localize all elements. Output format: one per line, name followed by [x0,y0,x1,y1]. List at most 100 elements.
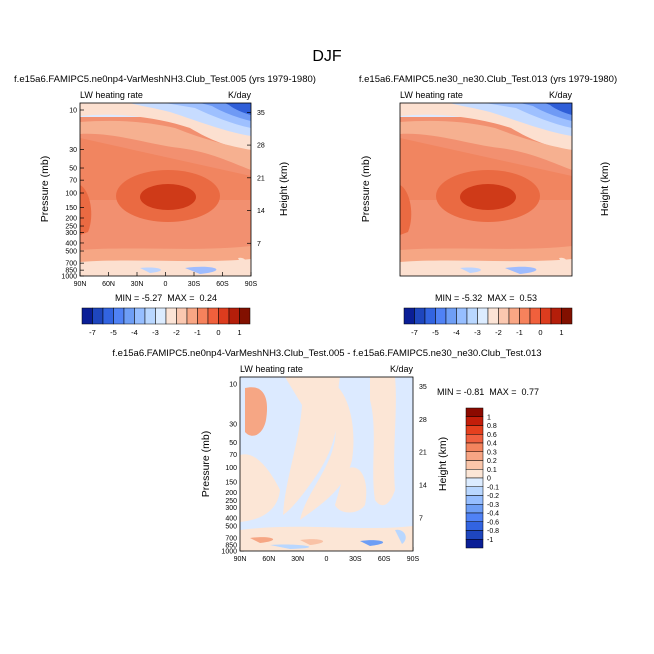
colorbar-label: -7 [411,328,418,337]
colorbar-swatch [465,460,484,470]
x-tick-label: 90S [245,281,258,288]
stats-label: MIN = -0.81 MAX = 0.77 [437,387,539,397]
colorbar-label: -0.1 [487,484,499,491]
colorbar-label: -4 [131,328,138,337]
colorbar-label: -2 [173,328,180,337]
y-tick-label: 1000 [61,274,77,281]
panel-top-left: f.e15a6.FAMIPC5.ne0np4-VarMeshNH3.Club_T… [14,74,316,303]
colorbar-label: -5 [110,328,117,337]
y-tick-label: 70 [69,178,77,185]
colorbar-swatch [81,307,93,325]
colorbar-swatch [239,307,251,325]
colorbar-swatch [465,451,484,461]
colorbar-swatch [465,530,484,540]
colorbar-label: -1 [194,328,201,337]
colorbar-label: -3 [152,328,159,337]
colorbar-swatch [207,307,219,325]
colorbar-swatch [477,307,489,325]
x-tick-label: 30S [188,281,201,288]
colorbar-swatch [228,307,240,325]
colorbar-swatch [197,307,209,325]
colorbar-label: -3 [474,328,481,337]
x-tick-label: 30N [131,281,144,288]
colorbar-swatch [144,307,156,325]
plot-frame [239,376,414,552]
y-tick-label: 70 [229,452,237,459]
colorbar-label: -2 [495,328,502,337]
y-tick-label: 250 [225,498,237,505]
y-tick-label: 30 [69,147,77,154]
x-tick-label: 0 [325,556,329,563]
y-tick-label: 150 [65,205,77,212]
y-axis-label: Pressure (mb) [39,156,51,223]
y-tick-label: 200 [65,215,77,222]
colorbar-swatch [465,539,484,549]
x-tick-label: 90N [74,281,87,288]
colorbar-swatch [165,307,177,325]
y2-tick-label: 28 [419,417,427,424]
colorbar-label: -0.2 [487,493,499,500]
colorbar-swatch [414,307,426,325]
colorbar-swatch [113,307,125,325]
y-tick-label: 30 [229,421,237,428]
colorbar-top-right: -7 -5 -4 -3 -2 -1 0 1 [403,307,573,337]
x-tick-label: 0 [164,281,168,288]
colorbar-label: 0 [216,328,220,337]
colorbar-swatch [465,425,484,435]
panel-title: f.e15a6.FAMIPC5.ne0np4-VarMeshNH3.Club_T… [14,74,316,85]
units-label: K/day [228,90,252,100]
y2-tick-label: 28 [257,143,265,150]
colorbar-swatch [550,307,562,325]
y-tick-label: 200 [225,490,237,497]
colorbar-label: 0.4 [487,441,497,448]
panel-top-right: f.e15a6.FAMIPC5.ne30_ne30.Club_Test.013 … [221,74,617,563]
colorbar-label: -0.4 [487,511,499,518]
colorbar-label: -0.3 [487,502,499,509]
heatmap-field [240,377,413,551]
colorbar-swatch [465,504,484,514]
y-tick-label: 150 [225,480,237,487]
y-tick-label: 400 [225,515,237,522]
colorbar-label: -1 [487,537,493,544]
plot-frame [399,102,573,277]
y2-tick-label: 35 [419,384,427,391]
y2-axis-label: Height (km) [278,162,290,216]
x-tick-label: 90N [234,556,247,563]
colorbar-difference: 1 0.8 0.6 0.40.3 0.2 0.1 0-0.1 -0.2 -0.3 -0.4-0.6… [465,407,499,549]
x-tick-label: 60S [378,556,391,563]
colorbar-top-left: -7 -5 -4 -3 -2 -1 0 1 [81,307,251,337]
colorbar-label: -0.6 [487,519,499,526]
y2-tick-label: 35 [257,110,265,117]
colorbar-label: -7 [89,328,96,337]
colorbar-label: -1 [516,328,523,337]
colorbar-label: -4 [453,328,460,337]
colorbar-label: -5 [432,328,439,337]
colorbar-label: 0.8 [487,423,497,430]
y-axis-label: Pressure (mb) [200,431,212,498]
y-tick-label: 100 [225,465,237,472]
colorbar-swatch [487,307,499,325]
colorbar-swatch [123,307,135,325]
colorbar-swatch [519,307,531,325]
y-tick-label: 850 [65,268,77,275]
colorbar-label: 0.6 [487,432,497,439]
y-tick-label: 700 [65,261,77,268]
y-tick-label: 100 [65,191,77,198]
colorbar-label: 1 [487,414,491,421]
colorbar-swatch [561,307,573,325]
y-tick-label: 50 [229,440,237,447]
y-tick-label: 500 [65,249,77,256]
field-label: LW heating rate [80,90,143,100]
colorbar-swatch [445,307,457,325]
y2-tick-label: 21 [257,175,265,182]
x-tick-label: 60N [262,556,275,563]
colorbar-swatch [176,307,188,325]
y-tick-label: 300 [225,505,237,512]
y2-axis-label: Height (km) [437,437,449,491]
colorbar-label: 0.2 [487,458,497,465]
colorbar-label: 1 [237,328,241,337]
colorbar-swatch [529,307,541,325]
panel-title: f.e15a6.FAMIPC5.ne0np4-VarMeshNH3.Club_T… [112,348,541,359]
y-tick-label: 250 [65,224,77,231]
